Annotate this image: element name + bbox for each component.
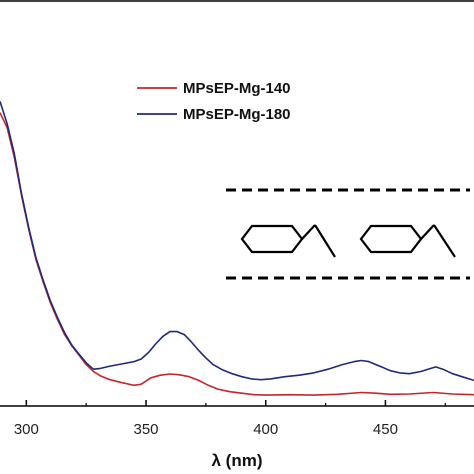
styrene-unit-icon <box>240 224 336 258</box>
legend-label: MPsEP-Mg-180 <box>183 106 291 123</box>
styrene-unit-icon <box>359 224 456 258</box>
series-line-mpsep-mg-140 <box>0 112 474 396</box>
x-tick-label: 350 <box>134 421 159 438</box>
series-line-mpsep-mg-180 <box>0 101 474 382</box>
series-group <box>0 101 474 396</box>
x-ticks: 300 350 400 450 <box>14 400 446 438</box>
legend: MPsEP-Mg-140 MPsEP-Mg-180 <box>137 80 291 123</box>
x-tick-label: 450 <box>373 421 398 438</box>
x-axis-title: λ (nm) <box>212 451 263 470</box>
polymer-structure-inset <box>226 188 470 280</box>
x-tick-label: 400 <box>253 421 278 438</box>
x-tick-label: 300 <box>14 421 39 438</box>
legend-label: MPsEP-Mg-140 <box>183 80 291 97</box>
